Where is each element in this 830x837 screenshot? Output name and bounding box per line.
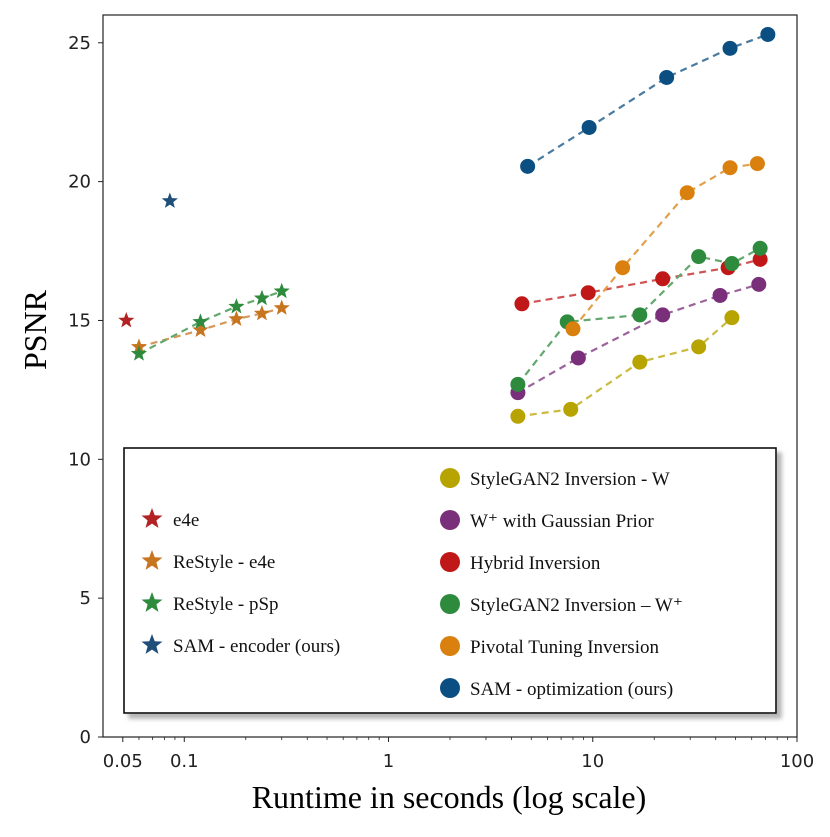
data-point: [691, 339, 707, 355]
data-point: [679, 185, 695, 201]
data-point-star: [228, 310, 245, 326]
data-point: [580, 285, 596, 301]
data-point: [760, 26, 776, 42]
data-point: [563, 401, 579, 417]
legend-label: ReStyle - e4e: [173, 552, 275, 573]
legend-marker: [440, 678, 460, 698]
data-point-star: [253, 289, 271, 306]
data-point: [724, 256, 740, 272]
data-point: [752, 240, 768, 256]
data-point: [712, 287, 728, 303]
data-point: [510, 408, 526, 424]
legend-marker: [440, 552, 460, 572]
legend-label: W⁺ with Gaussian Prior: [470, 511, 654, 532]
data-point: [724, 310, 740, 326]
y-tick-label: 5: [80, 588, 91, 609]
y-tick-label: 20: [68, 172, 91, 193]
legend-label: SAM - optimization (ours): [470, 679, 673, 700]
data-point-star: [228, 298, 245, 314]
data-point-star: [273, 299, 290, 315]
legend-label: StyleGAN2 Inversion - W: [470, 469, 670, 490]
data-point-star: [118, 311, 135, 328]
legend-marker-star: [141, 550, 163, 570]
data-point: [749, 156, 765, 172]
series-0: [118, 311, 135, 328]
data-point: [615, 260, 631, 276]
data-point-star: [253, 305, 271, 321]
series-layer: [118, 26, 776, 424]
data-point-star: [273, 282, 290, 299]
data-point: [510, 376, 526, 392]
y-tick-label: 25: [68, 33, 91, 54]
data-point: [570, 350, 586, 366]
data-point: [581, 119, 597, 135]
legend-marker: [440, 594, 460, 614]
series-4: [510, 310, 740, 424]
data-point: [659, 69, 675, 85]
data-point-star: [192, 321, 209, 338]
data-point-star: [130, 345, 148, 361]
data-point-star: [161, 192, 178, 208]
y-axis-title: PSNR: [17, 289, 53, 370]
series-line: [527, 33, 769, 168]
series-line: [517, 247, 761, 385]
y-tick-label: 0: [80, 727, 91, 748]
series-3: [161, 192, 178, 208]
legend-label: Pivotal Tuning Inversion: [470, 637, 659, 658]
data-point-star: [192, 313, 209, 329]
x-tick-label: 0.05: [103, 751, 143, 772]
series-2: [130, 282, 290, 361]
data-point: [655, 271, 671, 287]
legend-marker: [440, 636, 460, 656]
axes-layer: 0.05 0.1 1 10 100 0 5 10 15 20 25: [68, 14, 814, 772]
data-point: [655, 307, 671, 323]
y-tick-label: 15: [68, 310, 91, 331]
legend-marker-star: [141, 508, 163, 528]
legend-label: e4e: [173, 510, 199, 531]
legend-marker: [440, 468, 460, 488]
legend-marker: [440, 510, 460, 530]
data-point: [632, 307, 648, 323]
data-point: [752, 251, 768, 267]
legend-label: Hybrid Inversion: [470, 553, 601, 574]
x-tick-label: 1: [383, 751, 394, 772]
x-tick-label: 10: [581, 751, 604, 772]
data-point: [632, 354, 648, 370]
data-point: [691, 249, 707, 265]
x-axis-title: Runtime in seconds (log scale): [252, 779, 647, 815]
legend-label: SAM - encoder (ours): [173, 636, 340, 657]
data-point: [565, 321, 581, 337]
series-line: [572, 162, 758, 330]
legend-label: ReStyle - pSp: [173, 594, 279, 615]
data-point: [514, 296, 530, 312]
data-point: [722, 160, 738, 176]
data-point: [751, 276, 767, 292]
data-point: [520, 158, 536, 174]
data-point: [722, 40, 738, 56]
legend-marker-star: [141, 634, 163, 654]
legend-label: StyleGAN2 Inversion – W⁺: [470, 595, 683, 616]
x-tick-label: 100: [780, 751, 814, 772]
y-tick-label: 10: [68, 449, 91, 470]
legend-box: [123, 447, 777, 714]
x-tick-label: 0.1: [170, 751, 199, 772]
series-9: [520, 26, 776, 174]
legend: e4e ReStyle - e4e ReStyle - pSp SAM - encod…: [123, 447, 777, 714]
legend-marker-star: [141, 592, 163, 612]
series-8: [565, 156, 765, 337]
